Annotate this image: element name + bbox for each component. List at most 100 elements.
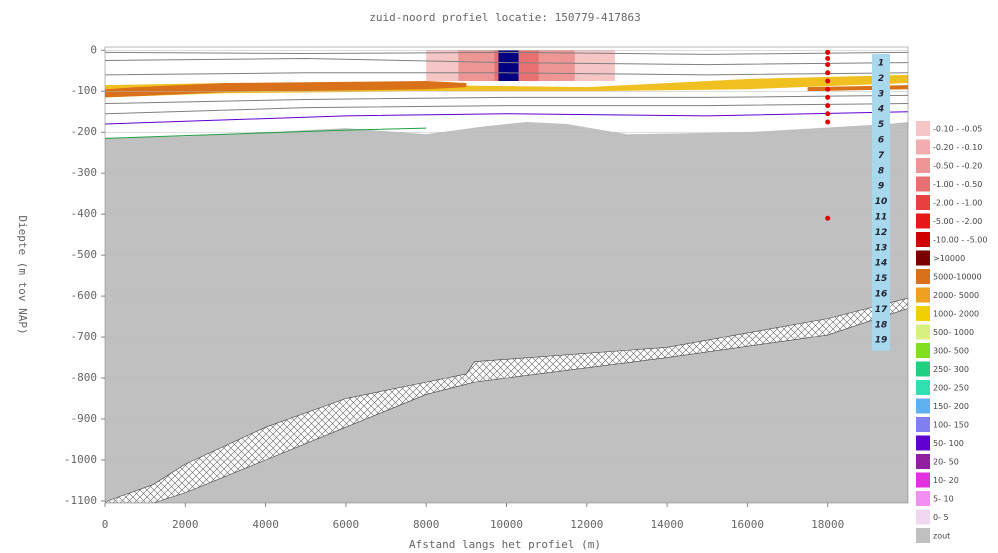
well-label: 19 [875, 336, 888, 346]
well-label: 10 [875, 197, 888, 207]
layer-line [105, 103, 908, 115]
x-tick-label: 10000 [490, 518, 523, 531]
well-label: 2 [878, 74, 884, 84]
y-tick-label: -700 [71, 330, 98, 343]
legend-label: 50- 100 [933, 439, 964, 448]
point [825, 119, 831, 125]
layer-line [105, 72, 908, 76]
point [825, 62, 831, 68]
legend-swatch [916, 139, 930, 155]
y-axis-label: Diepte (m tov NAP) [16, 215, 29, 334]
x-tick-label: 4000 [252, 518, 279, 531]
legend-swatch [916, 121, 930, 136]
legend-label: -0.50 - -0.20 [933, 162, 982, 171]
point [825, 78, 831, 84]
layer-area [105, 81, 467, 98]
x-tick-label: 6000 [333, 518, 360, 531]
x-tick-label: 14000 [651, 518, 684, 531]
legend-label: -5.00 - -2.00 [933, 217, 982, 226]
well-label: 3 [878, 89, 884, 99]
legend-label: 150- 200 [933, 402, 969, 411]
point [825, 49, 831, 55]
legend-label: 1000- 2000 [933, 310, 979, 319]
layer-line [105, 111, 908, 125]
y-tick-label: -500 [71, 248, 98, 261]
point [825, 215, 831, 221]
x-tick-label: 12000 [570, 518, 603, 531]
legend-swatch [916, 250, 930, 266]
legend-swatch [916, 472, 930, 488]
layer-line [105, 57, 908, 66]
well-label: 1 [878, 59, 884, 69]
plot [105, 49, 908, 503]
well-label: 7 [878, 151, 885, 161]
layer-area [105, 74, 908, 98]
legend-swatch [916, 232, 930, 247]
legend-label: 250- 300 [933, 365, 969, 374]
well-label: 14 [875, 259, 888, 269]
y-tick-label: -1100 [64, 494, 97, 507]
y-tick-label: -400 [71, 207, 98, 220]
point [825, 111, 831, 117]
legend-swatch [916, 398, 930, 414]
legend-swatch [916, 287, 930, 303]
y-tick-label: 0 [90, 43, 97, 56]
legend-label: 20- 50 [933, 458, 959, 467]
legend-swatch [916, 213, 930, 229]
legend-swatch [916, 324, 930, 340]
well-label: 11 [875, 213, 888, 223]
legend-label: 100- 150 [933, 421, 969, 430]
legend-swatch [916, 361, 930, 377]
well-label: 18 [875, 320, 888, 330]
layer-area [105, 121, 908, 503]
well-label: 5 [878, 120, 884, 130]
x-tick-label: 8000 [413, 518, 440, 531]
well-label: 12 [875, 228, 888, 238]
y-tick-label: -1000 [64, 453, 97, 466]
legend-swatch [916, 528, 930, 543]
point [825, 94, 831, 100]
legend-label: 500- 1000 [933, 328, 974, 337]
layer-line [105, 127, 427, 139]
legend-label: 0- 5 [933, 513, 949, 522]
legend-label: 2000- 5000 [933, 291, 979, 300]
layer-line [105, 94, 908, 105]
y-tick-label: -100 [71, 84, 98, 97]
well-label: 8 [878, 166, 884, 176]
legend-label: -10.00 - -5.00 [933, 236, 987, 245]
legend-swatch [916, 269, 930, 284]
legend-swatch [916, 380, 930, 395]
well-label: 17 [875, 305, 888, 315]
y-tick-label: -900 [71, 412, 98, 425]
legend-label: 5- 10 [933, 495, 954, 504]
x-axis-label: Afstand langs het profiel (m) [409, 538, 601, 551]
well-label: 6 [878, 136, 884, 146]
legend-label: 10- 20 [933, 476, 959, 485]
y-tick-label: -800 [71, 371, 98, 384]
legend-label: -2.00 - -1.00 [933, 199, 982, 208]
point [825, 86, 831, 92]
legend-label: 5000-10000 [933, 273, 982, 282]
well-label: 9 [878, 182, 884, 192]
legend-label: -0.20 - -0.10 [933, 143, 982, 152]
legend-swatch [916, 435, 930, 451]
y-tick-label: -200 [71, 125, 98, 138]
layer-area [105, 297, 908, 503]
legend-label: >10000 [933, 254, 965, 263]
legend-label: 200- 250 [933, 384, 969, 393]
legend-swatch [916, 195, 930, 210]
legend-swatch [916, 176, 930, 192]
legend-swatch [916, 306, 930, 321]
point [825, 70, 831, 76]
layer-line [105, 51, 908, 55]
well-column [872, 54, 890, 351]
x-tick-label: 2000 [172, 518, 199, 531]
legend-swatch [916, 454, 930, 469]
legend-swatch [916, 417, 930, 432]
x-tick-label: 16000 [731, 518, 764, 531]
legend-label: -1.00 - -0.50 [933, 180, 982, 189]
legend-label: zout [933, 532, 950, 541]
well-label: 13 [875, 243, 888, 253]
x-tick-label: 0 [102, 518, 109, 531]
